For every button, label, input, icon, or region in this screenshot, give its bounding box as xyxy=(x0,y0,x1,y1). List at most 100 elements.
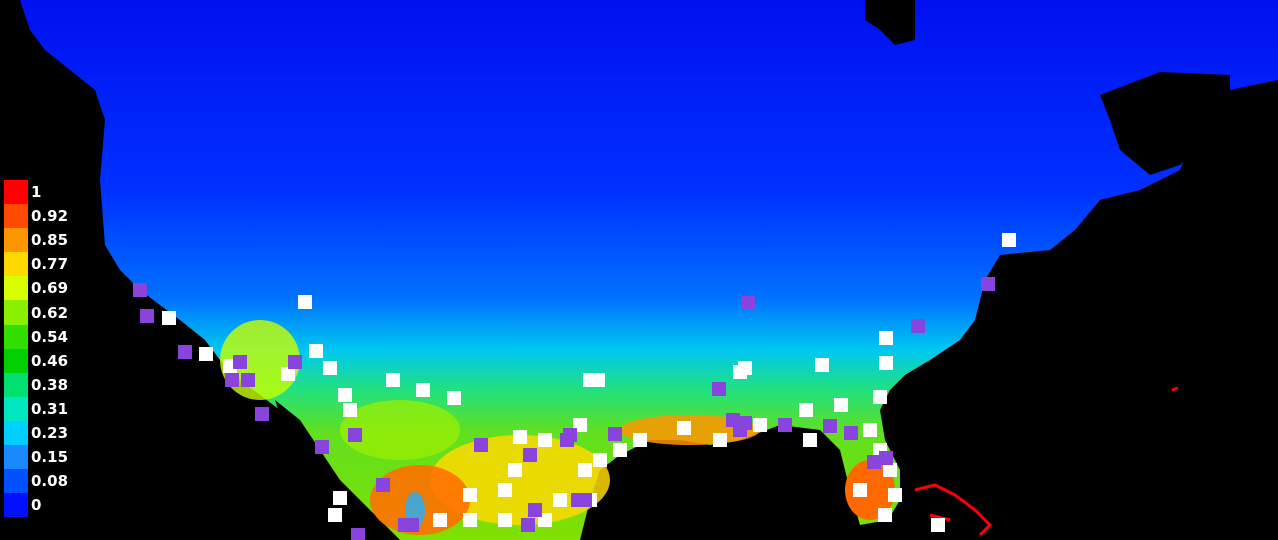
purple-marker xyxy=(911,319,925,333)
purple-marker xyxy=(563,428,577,442)
purple-marker xyxy=(778,418,792,432)
white-marker xyxy=(328,508,342,522)
warm-zone-mid xyxy=(340,400,460,460)
legend-label: 0.85 xyxy=(31,231,69,250)
warm-zone-west xyxy=(220,320,300,400)
legend-label: 0 xyxy=(31,496,42,515)
legend-row: 0 xyxy=(4,493,68,518)
legend-label: 0.31 xyxy=(31,399,69,418)
white-marker xyxy=(713,433,727,447)
white-marker xyxy=(799,403,813,417)
white-marker xyxy=(333,491,347,505)
legend-swatch xyxy=(4,348,28,373)
white-marker xyxy=(815,358,829,372)
purple-marker xyxy=(844,426,858,440)
legend: 1 0.92 0.85 0.77 0.69 0.62 0.54 0.46 0.38 0.31 0.2… xyxy=(4,180,69,518)
legend-row: 0.08 xyxy=(4,469,69,494)
legend-row: 0.69 xyxy=(4,276,69,301)
white-marker xyxy=(863,423,877,437)
white-marker xyxy=(343,403,357,417)
purple-marker xyxy=(133,283,147,297)
purple-marker xyxy=(981,277,995,291)
caribbean-islands xyxy=(914,386,1179,537)
legend-label: 0.92 xyxy=(31,207,69,226)
purple-marker xyxy=(867,455,881,469)
white-marker xyxy=(834,398,848,412)
legend-swatch xyxy=(4,372,28,397)
purple-marker xyxy=(315,440,329,454)
purple-marker xyxy=(474,438,488,452)
white-marker xyxy=(677,421,691,435)
white-marker xyxy=(931,518,945,532)
white-marker xyxy=(853,483,867,497)
legend-row: 0.62 xyxy=(4,300,69,325)
legend-label: 0.08 xyxy=(31,472,69,491)
gulf-of-california xyxy=(275,400,330,480)
white-marker xyxy=(508,463,522,477)
white-marker xyxy=(463,488,477,502)
legend-label: 0.62 xyxy=(31,303,69,322)
purple-marker xyxy=(351,528,365,540)
white-marker xyxy=(281,367,295,381)
purple-marker xyxy=(233,355,247,369)
purple-marker xyxy=(255,407,269,421)
purple-marker xyxy=(288,355,302,369)
legend-swatch xyxy=(4,228,28,253)
purple-marker xyxy=(405,518,419,532)
purple-marker xyxy=(823,419,837,433)
legend-swatch xyxy=(4,493,28,518)
purple-marker xyxy=(733,423,747,437)
legend-swatch xyxy=(4,324,28,349)
legend-label: 0.69 xyxy=(31,279,69,298)
purple-marker xyxy=(879,451,893,465)
white-marker xyxy=(888,488,902,502)
legend-swatch xyxy=(4,469,28,494)
white-marker xyxy=(323,361,337,375)
white-marker xyxy=(1002,233,1016,247)
northeast-coast-black xyxy=(1100,72,1230,175)
white-marker xyxy=(633,433,647,447)
white-marker xyxy=(753,418,767,432)
legend-row: 0.54 xyxy=(4,324,69,349)
white-marker xyxy=(613,443,627,457)
legend-swatch xyxy=(4,300,28,325)
purple-marker xyxy=(225,373,239,387)
white-marker xyxy=(733,365,747,379)
legend-row: 0.31 xyxy=(4,396,69,421)
white-marker xyxy=(883,463,897,477)
legend-row: 0.46 xyxy=(4,348,69,373)
legend-label: 0.77 xyxy=(31,255,69,274)
purple-marker xyxy=(712,382,726,396)
legend-label: 0.54 xyxy=(31,327,69,346)
white-marker xyxy=(498,513,512,527)
legend-swatch xyxy=(4,204,28,229)
legend-swatch xyxy=(4,420,28,446)
white-marker xyxy=(591,373,605,387)
purple-marker xyxy=(521,518,535,532)
white-marker xyxy=(162,311,176,325)
legend-label: 0.46 xyxy=(31,351,69,370)
legend-row: 0.92 xyxy=(4,204,69,229)
white-marker xyxy=(309,344,323,358)
purple-marker xyxy=(140,309,154,323)
white-marker xyxy=(873,390,887,404)
purple-marker xyxy=(528,503,542,517)
legend-row: 0.23 xyxy=(4,420,68,446)
land-mass xyxy=(20,0,1278,540)
legend-label: 0.15 xyxy=(31,448,69,467)
legend-row: 1 xyxy=(4,180,68,205)
white-marker xyxy=(433,513,447,527)
legend-swatch xyxy=(4,445,28,470)
white-marker xyxy=(386,373,400,387)
purple-marker xyxy=(376,478,390,492)
legend-swatch xyxy=(4,252,28,277)
white-marker xyxy=(593,453,607,467)
white-marker xyxy=(578,463,592,477)
white-marker xyxy=(553,493,567,507)
legend-swatch xyxy=(4,276,28,301)
purple-marker xyxy=(348,428,362,442)
purple-marker xyxy=(178,345,192,359)
white-marker xyxy=(498,483,512,497)
legend-label: 1 xyxy=(31,183,42,202)
